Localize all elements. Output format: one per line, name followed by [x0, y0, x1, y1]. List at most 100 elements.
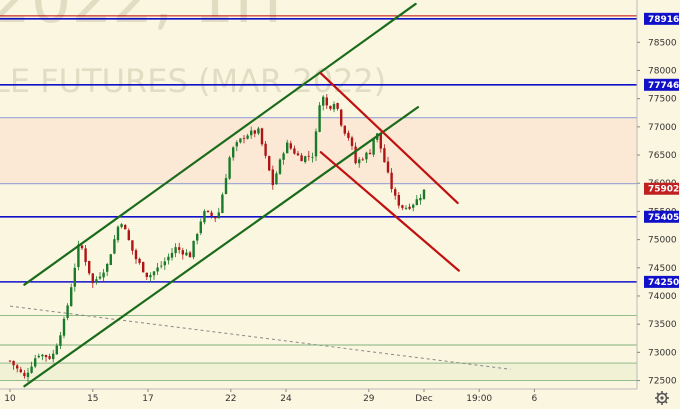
candle-up [185, 252, 188, 256]
candle-up [415, 199, 418, 205]
candle-down [350, 137, 354, 146]
y-tick-label: 78000 [648, 66, 677, 76]
candle-down [84, 248, 87, 262]
red-channel-line [319, 72, 459, 205]
y-tick-label: 72500 [648, 377, 677, 387]
y-tick-label: 77500 [648, 95, 677, 105]
trend-lines [9, 2, 511, 388]
candle-down [289, 143, 292, 149]
level-badge-box [644, 275, 679, 288]
candle-down [268, 156, 271, 171]
candle-up [98, 276, 102, 279]
candle-down [138, 258, 141, 263]
candle-up [221, 194, 224, 214]
candle-down [131, 240, 134, 251]
candle-down [44, 355, 48, 358]
candle-down [271, 169, 274, 186]
level-badge-label: 77746 [648, 81, 679, 91]
candle-up [282, 153, 285, 160]
candle-up [66, 305, 69, 319]
candle-up [116, 226, 120, 241]
time-axis-background [0, 389, 680, 409]
candle-down [127, 230, 130, 241]
green-channel-line [23, 2, 417, 286]
candle-up [109, 254, 112, 266]
settings-gear-icon[interactable] [655, 391, 669, 405]
candle-down [145, 272, 148, 277]
candle-down [340, 109, 343, 126]
candle-up [156, 267, 159, 272]
candle-down [264, 143, 267, 156]
level-badge-box [644, 12, 679, 25]
level-badge[interactable]: 78916 [644, 12, 679, 25]
last-price-badge[interactable]: 75902 [644, 182, 679, 195]
candle-down [347, 132, 350, 138]
candle-down [134, 250, 138, 260]
candle-up [170, 252, 174, 258]
last-price-badge-box [644, 182, 679, 195]
candle-down [354, 146, 357, 164]
candle-down [91, 273, 94, 284]
candle-up [358, 159, 361, 164]
candle-down [8, 360, 12, 362]
x-tick-label: 19:00 [466, 394, 492, 404]
candle-down [80, 245, 84, 249]
y-tick-label: 74500 [648, 264, 677, 274]
candle-up [275, 173, 278, 185]
candle-down [401, 205, 404, 208]
candle-down [260, 128, 264, 145]
candle-up [73, 267, 76, 287]
level-badge[interactable]: 74250 [644, 275, 679, 288]
price-axis: 7250073000735007400074500750007550076000… [636, 0, 680, 409]
candle-down [390, 172, 393, 189]
candle-up [239, 138, 242, 143]
candle-up [322, 96, 325, 106]
level-badge-label: 74250 [648, 278, 679, 288]
candle-up [41, 354, 44, 357]
y-tick-label: 73500 [648, 320, 677, 330]
candle-up [152, 271, 156, 276]
lower-band [0, 363, 637, 381]
y-tick-label: 76500 [648, 151, 677, 161]
candle-down [242, 137, 246, 139]
candle-down [293, 148, 296, 154]
candle-down [188, 252, 192, 258]
x-tick-label: 29 [363, 394, 375, 404]
candle-up [372, 139, 375, 155]
candle-up [55, 345, 58, 355]
level-badge-box [644, 210, 679, 223]
candle-down [336, 103, 339, 109]
x-tick-label: Dec [415, 394, 432, 404]
y-tick-label: 74000 [648, 292, 677, 302]
level-badge[interactable]: 77746 [644, 78, 679, 91]
candle-up [192, 240, 195, 258]
candle-up [246, 135, 249, 139]
candle-up [199, 221, 202, 234]
candle-up [332, 104, 336, 110]
candles [8, 94, 426, 383]
level-badge[interactable]: 75405 [644, 210, 679, 223]
candle-up [419, 197, 422, 201]
candle-up [37, 355, 40, 358]
candle-up [59, 335, 62, 346]
candle-down [368, 152, 372, 155]
candle-down [361, 159, 364, 161]
candle-up [174, 247, 177, 254]
x-tick-label: 17 [142, 394, 153, 404]
candle-up [365, 152, 368, 160]
candle-up [250, 130, 253, 136]
candle-up [318, 105, 321, 132]
candle-down [48, 356, 51, 359]
candle-up [311, 156, 314, 158]
price-badges[interactable]: 78916 77746 75405 74250 75902 [644, 12, 679, 288]
candle-down [210, 212, 213, 216]
level-badge-box [644, 78, 679, 91]
candle-up [203, 210, 206, 223]
candle-down [379, 133, 382, 149]
y-tick-label: 75000 [648, 236, 677, 246]
candle-up [70, 287, 73, 307]
x-tick-label: 15 [87, 394, 98, 404]
candle-up [167, 256, 170, 261]
